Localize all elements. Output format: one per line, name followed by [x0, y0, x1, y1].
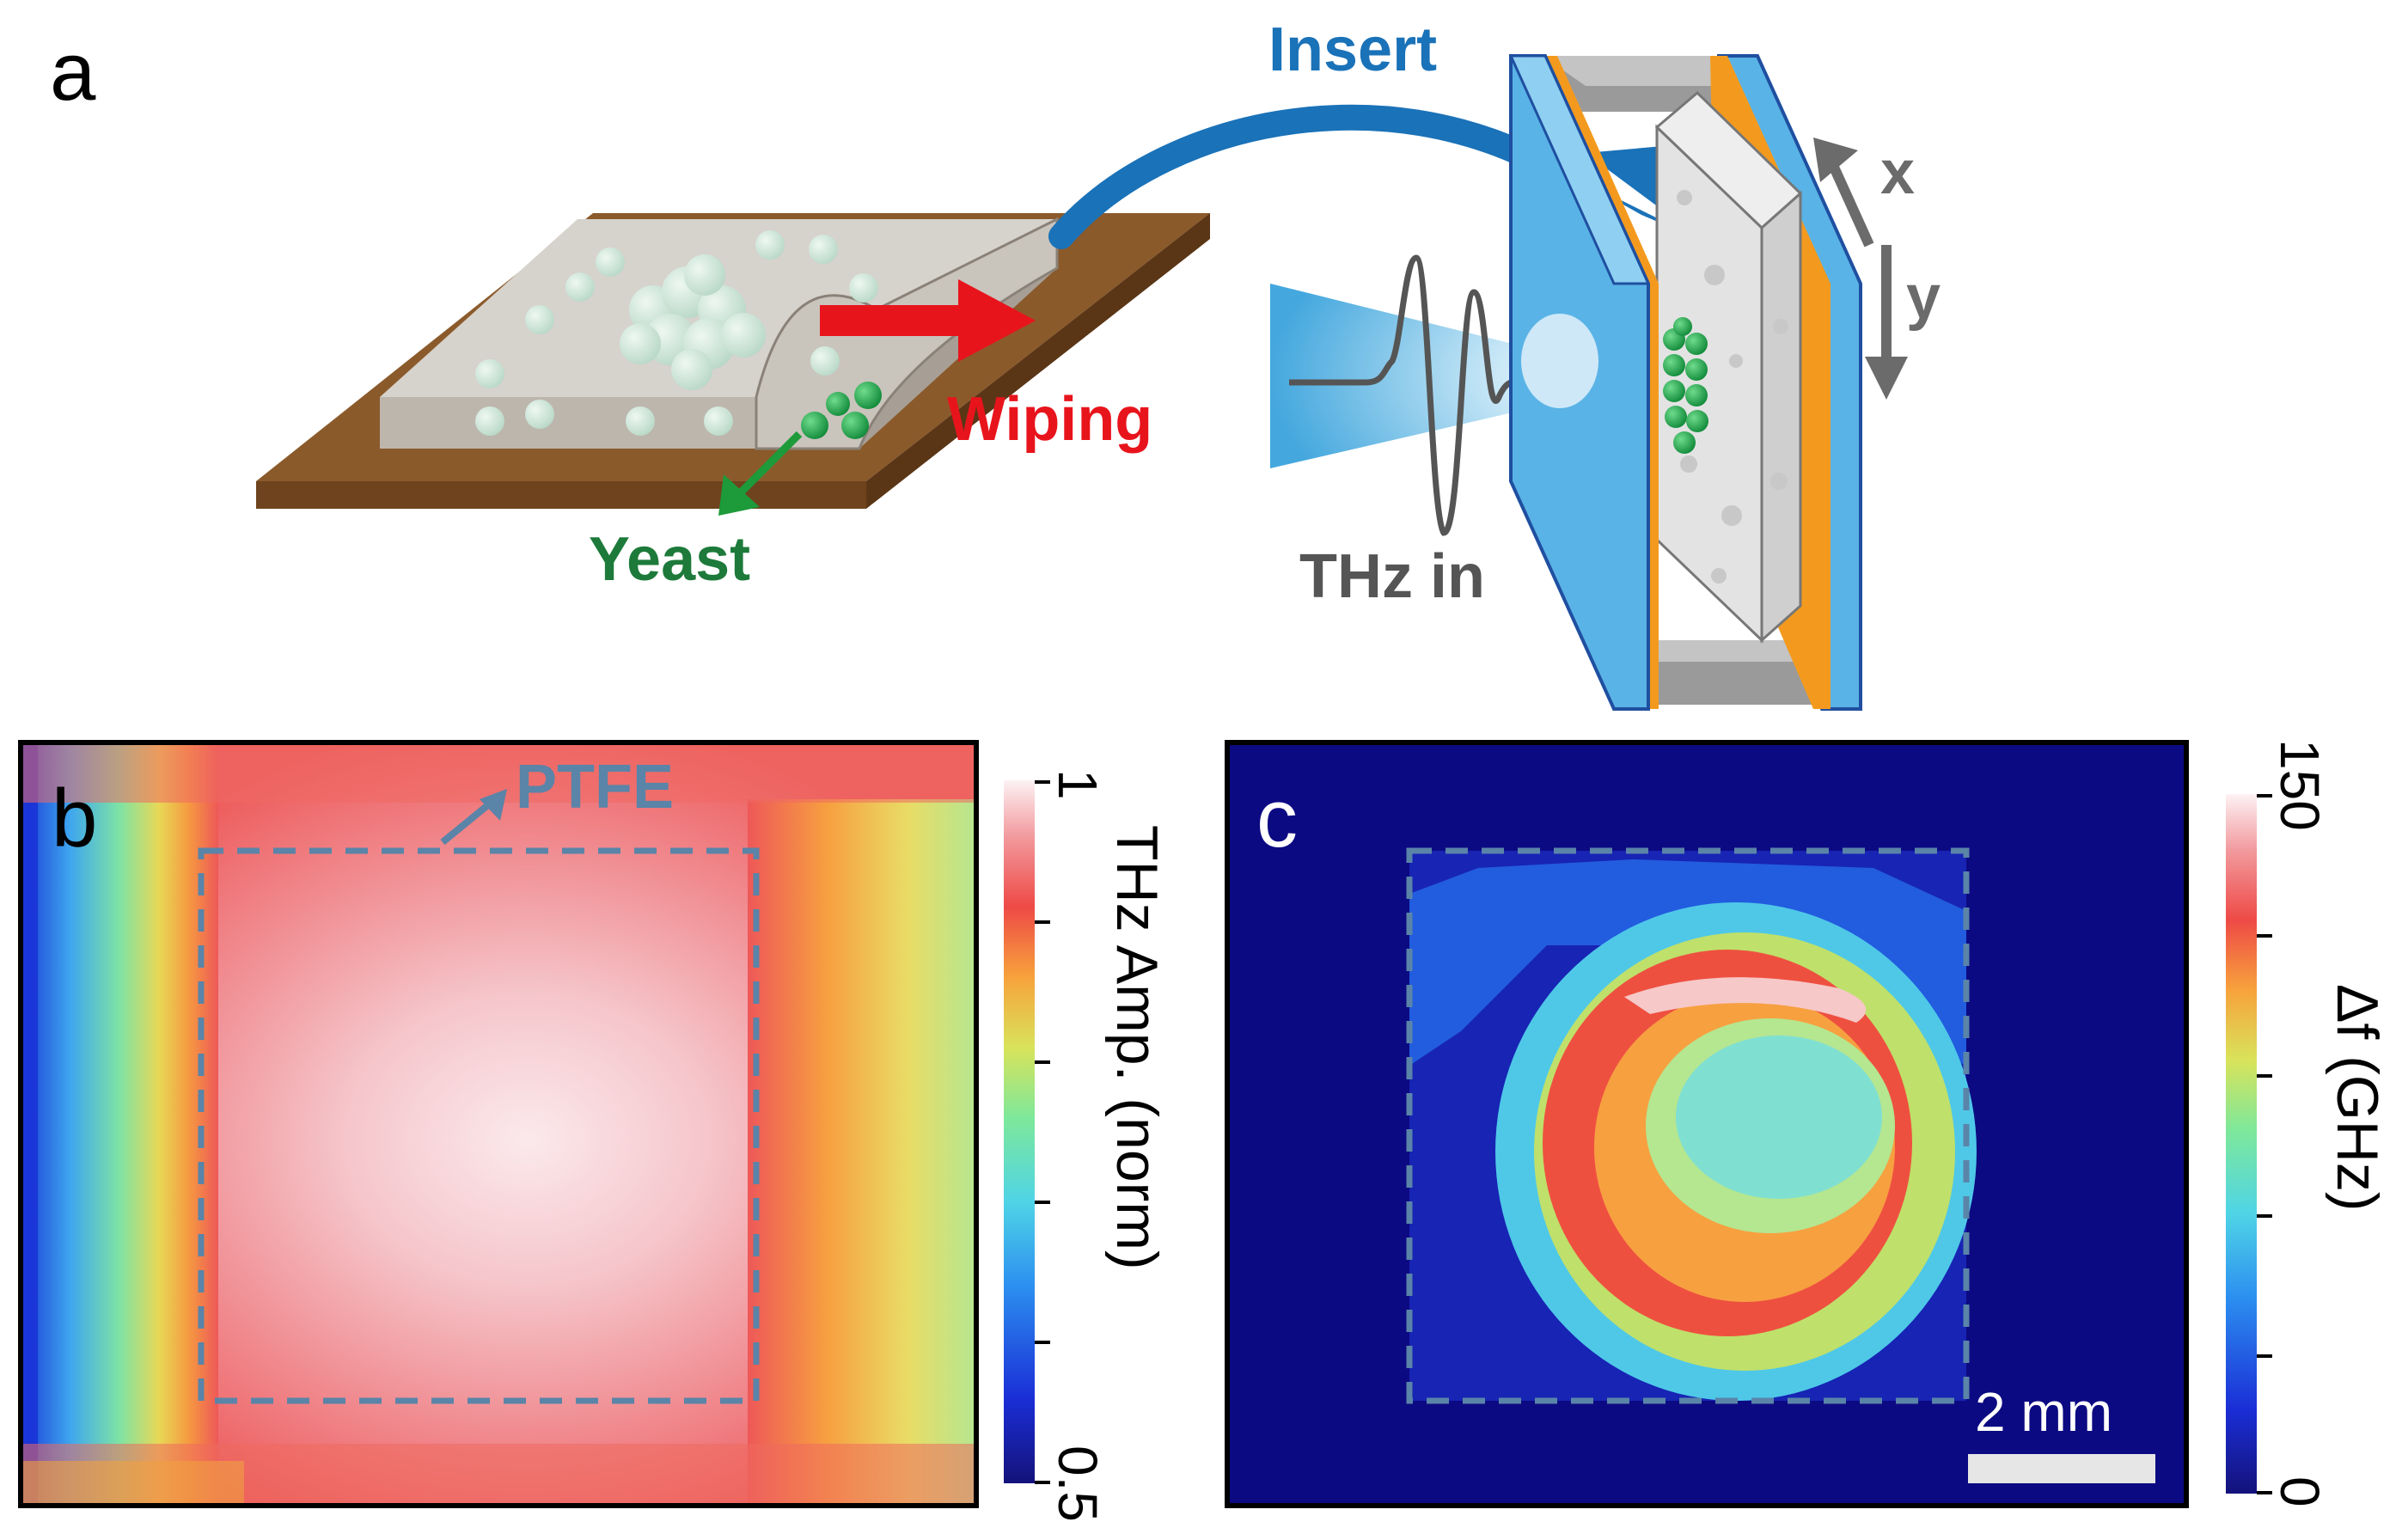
panel-b-label: b [52, 773, 97, 865]
colorbar-c-min: 0 [2269, 1476, 2331, 1507]
scalebar-label: 2 mm [1975, 1381, 2112, 1443]
panel-a-label: a [50, 26, 96, 118]
scalebar [1968, 1454, 2155, 1483]
colorbar-c [2226, 794, 2257, 1494]
thz-in-label: THz in [1299, 542, 1485, 611]
scattered-spheres [475, 230, 878, 436]
yeast-in-holder [1663, 317, 1708, 454]
colorbar-b-ticks [1035, 780, 1050, 1484]
yeast-cluster-white [620, 254, 766, 390]
panel-c-frame [1225, 740, 2189, 1508]
ptfe-arrow [440, 789, 507, 846]
ptfe-dashed-box-c [1406, 847, 1970, 1404]
colorbar-c-title: Δf (GHz) [2325, 984, 2390, 1212]
colorbar-b-max: 1 [1047, 769, 1109, 800]
axis-x-label: x [1880, 138, 1915, 207]
ptfe-dashed-box-b [198, 847, 760, 1404]
wiping-label: Wiping [947, 385, 1152, 454]
sample-holder [1508, 54, 1862, 711]
colorbar-b-title: THz Amp. (norm) [1104, 825, 1170, 1270]
yeast-green-spheres [801, 382, 882, 439]
panel-b-map [21, 742, 976, 1506]
colorbar-c-max: 150 [2269, 739, 2331, 831]
yeast-label: Yeast [589, 525, 750, 594]
colorbar-b-min: 0.5 [1047, 1445, 1109, 1522]
xy-axes [1813, 138, 1908, 400]
colorbar-b [1004, 780, 1035, 1483]
panel-c-label: c [1256, 773, 1298, 865]
axis-y-label: y [1906, 263, 1941, 332]
yeast-arrow [718, 431, 803, 516]
panel-b-frame [18, 740, 979, 1508]
colorbar-c-ticks [2257, 794, 2272, 1494]
insert-label: Insert [1268, 15, 1437, 84]
panel-c-map [1227, 742, 2186, 1506]
wiping-arrow [820, 279, 1036, 362]
ptfe-label: PTFE [516, 753, 674, 822]
